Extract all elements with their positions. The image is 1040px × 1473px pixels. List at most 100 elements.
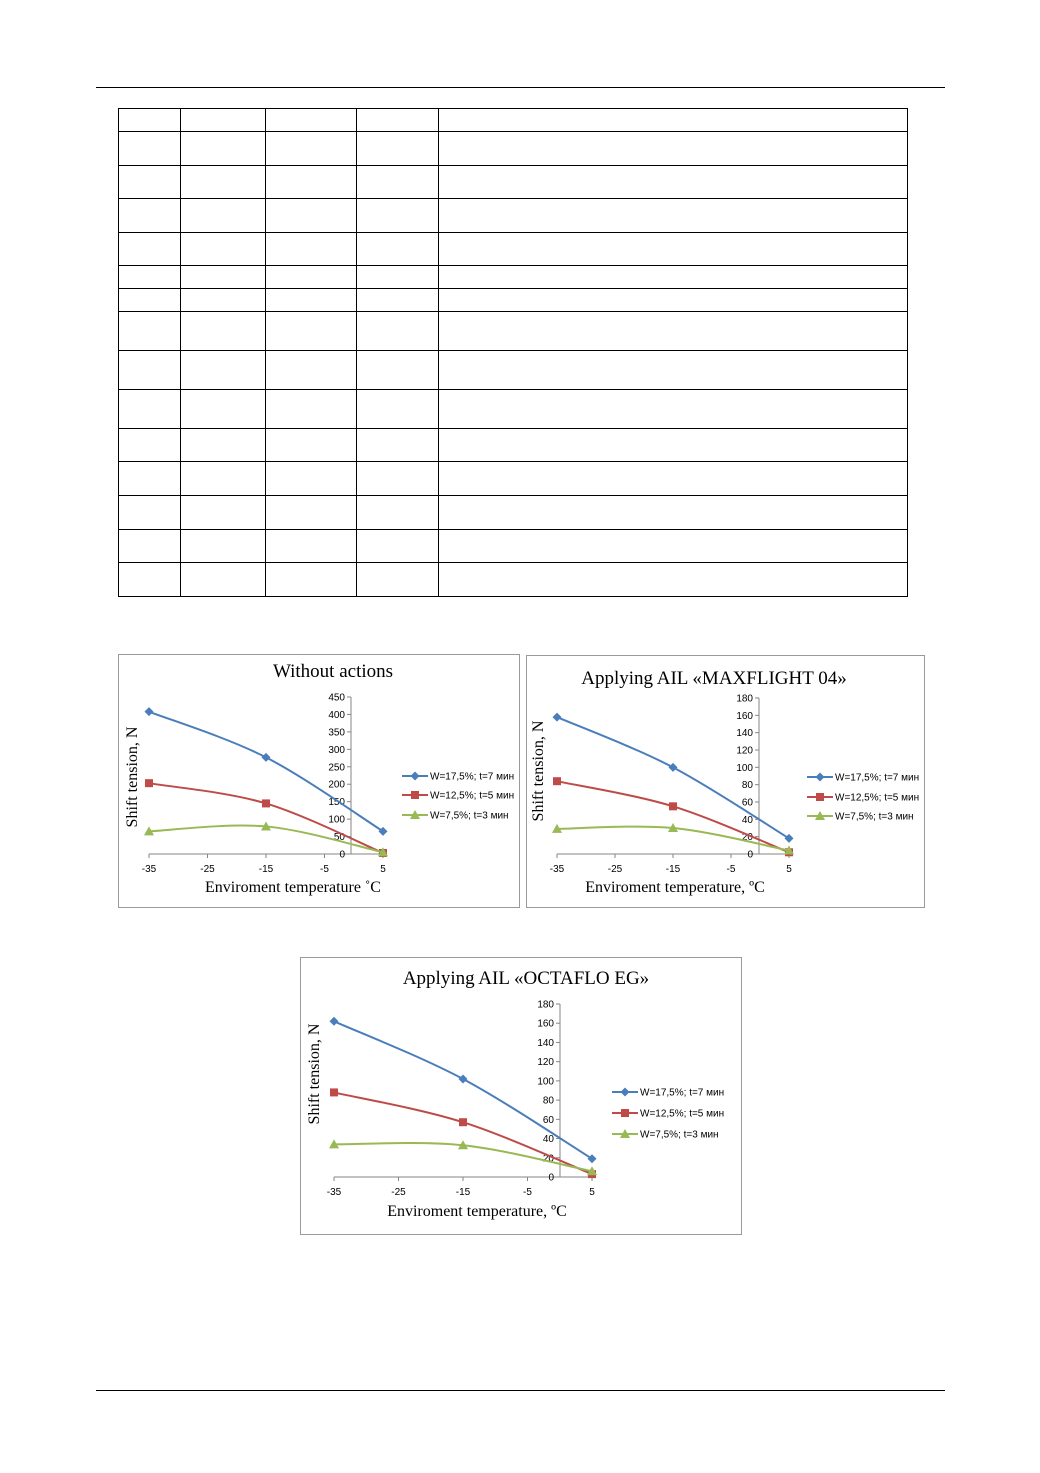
data-point bbox=[458, 1140, 468, 1150]
y-tick-label: 100 bbox=[537, 1076, 554, 1087]
table-cell bbox=[356, 311, 439, 351]
y-tick-label: 180 bbox=[736, 694, 753, 705]
table-cell bbox=[265, 389, 357, 429]
data-point bbox=[668, 823, 678, 832]
legend-marker bbox=[816, 793, 824, 801]
table-row bbox=[118, 529, 908, 563]
legend-marker bbox=[621, 1109, 629, 1117]
legend-label: W=7,5%; t=3 мин bbox=[640, 1130, 719, 1141]
data-point bbox=[587, 1154, 597, 1164]
data-point bbox=[329, 1016, 339, 1026]
legend-label: W=17,5%; t=7 мин bbox=[835, 773, 919, 784]
table-cell bbox=[438, 108, 908, 132]
table-cell bbox=[438, 389, 908, 429]
table-cell bbox=[180, 529, 266, 563]
table-row bbox=[118, 311, 908, 351]
x-tick-label: -35 bbox=[327, 1187, 342, 1198]
table-row bbox=[118, 165, 908, 199]
y-tick-label: 160 bbox=[537, 1019, 554, 1030]
y-tick-label: 80 bbox=[543, 1096, 555, 1107]
y-tick-label: 140 bbox=[537, 1038, 554, 1049]
legend-marker bbox=[411, 791, 419, 799]
y-tick-label: 180 bbox=[537, 1000, 554, 1011]
table-row bbox=[118, 288, 908, 312]
legend-entry: W=17,5%; t=7 мин bbox=[612, 1087, 724, 1099]
table-cell bbox=[438, 232, 908, 266]
table-cell bbox=[265, 265, 357, 289]
table-cell bbox=[265, 165, 357, 199]
table-cell bbox=[180, 350, 266, 390]
table-cell bbox=[118, 389, 181, 429]
plot-area: 0 20 40 60 80 100 120 140 160 180 -35 -25 -15 -5 5 bbox=[550, 694, 794, 875]
y-tick-label: 140 bbox=[736, 728, 753, 739]
x-axis-label: Enviroment temperature, ºC bbox=[585, 879, 765, 896]
table-cell bbox=[438, 428, 908, 462]
y-axis-label: Shift tension, N bbox=[124, 726, 141, 827]
y-tick-label: 0 bbox=[339, 850, 345, 861]
legend-label: W=12,5%; t=5 мин bbox=[640, 1109, 724, 1120]
y-tick-label: 350 bbox=[328, 727, 345, 738]
plot-area: 0 50 100 150 200 250 300 350 400 450 -35 -25 -15 -5 5 bbox=[142, 693, 388, 875]
legend-label: W=17,5%; t=7 мин bbox=[640, 1088, 724, 1099]
table-row bbox=[118, 461, 908, 496]
table-cell bbox=[356, 428, 439, 462]
table-row bbox=[118, 131, 908, 166]
table-cell bbox=[356, 265, 439, 289]
data-point bbox=[330, 1088, 338, 1097]
legend-marker bbox=[410, 771, 420, 781]
y-tick-label: 450 bbox=[328, 693, 345, 704]
table-cell bbox=[438, 495, 908, 530]
table-cell bbox=[180, 288, 266, 312]
y-axis-label: Shift tension, N bbox=[530, 720, 547, 821]
legend-marker bbox=[410, 810, 420, 819]
chart-octaflo: Applying AIL «OCTAFLO EG» Enviroment tem… bbox=[300, 957, 742, 1235]
table-cell bbox=[118, 198, 181, 233]
table-cell bbox=[265, 232, 357, 266]
x-tick-label: -25 bbox=[608, 864, 623, 875]
x-axis-label: Enviroment temperature ˚C bbox=[205, 879, 381, 896]
data-point bbox=[784, 845, 794, 855]
y-tick-label: 20 bbox=[742, 832, 754, 843]
table-cell bbox=[265, 428, 357, 462]
table-cell bbox=[438, 288, 908, 312]
data-point bbox=[261, 752, 271, 762]
y-tick-label: 300 bbox=[328, 745, 345, 756]
table-cell bbox=[356, 288, 439, 312]
y-tick-label: 20 bbox=[543, 1153, 555, 1164]
legend-marker bbox=[620, 1087, 630, 1097]
table-cell bbox=[265, 495, 357, 530]
table-cell bbox=[265, 198, 357, 233]
table-row bbox=[118, 428, 908, 462]
series-line bbox=[556, 716, 790, 840]
table-cell bbox=[356, 461, 439, 496]
legend-entry: W=7,5%; t=3 мин bbox=[612, 1129, 719, 1141]
table-cell bbox=[438, 165, 908, 199]
data-point bbox=[552, 823, 562, 833]
table-cell bbox=[356, 529, 439, 563]
table-row bbox=[118, 389, 908, 429]
y-tick-label: 200 bbox=[328, 780, 345, 791]
plot-area: 0 20 40 60 80 100 120 140 160 180 -35 -25 -15 -5 5 bbox=[327, 1000, 597, 1198]
table-cell bbox=[356, 232, 439, 266]
x-tick-label: -5 bbox=[727, 864, 736, 875]
y-tick-label: 100 bbox=[736, 763, 753, 774]
table-cell bbox=[438, 529, 908, 563]
y-axis-label: Shift tension, N bbox=[306, 1023, 323, 1124]
table-cell bbox=[118, 529, 181, 563]
data-point bbox=[669, 802, 677, 811]
table-cell bbox=[118, 461, 181, 496]
y-tick-label: 80 bbox=[742, 780, 754, 791]
legend-label: W=7,5%; t=3 мин bbox=[430, 811, 509, 822]
x-tick-label: 5 bbox=[589, 1187, 595, 1198]
table-row bbox=[118, 495, 908, 530]
chart-maxflight: Applying AIL «MAXFLIGHT 04» Enviroment t… bbox=[526, 655, 925, 908]
table-cell bbox=[180, 428, 266, 462]
data-point bbox=[459, 1118, 467, 1127]
table-row bbox=[118, 108, 908, 132]
y-tick-label: 0 bbox=[548, 1173, 554, 1184]
table-cell bbox=[118, 108, 181, 132]
chart-title: Applying AIL «MAXFLIGHT 04» bbox=[581, 668, 846, 689]
x-axis-label: Enviroment temperature, ºC bbox=[387, 1203, 567, 1220]
table-cell bbox=[118, 350, 181, 390]
table-cell bbox=[265, 562, 357, 597]
